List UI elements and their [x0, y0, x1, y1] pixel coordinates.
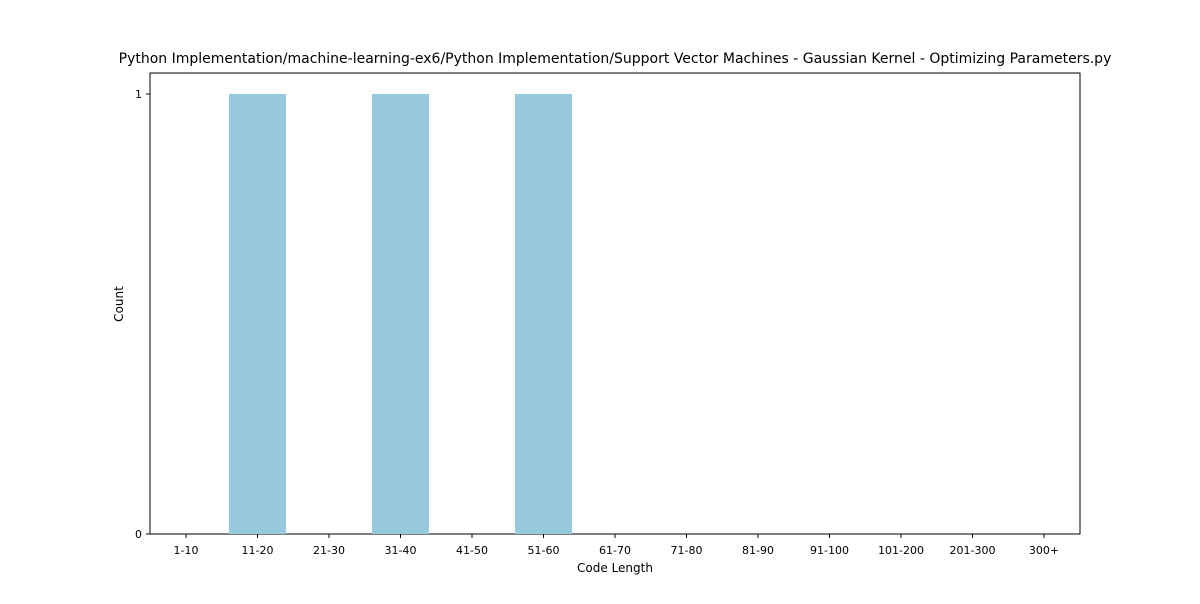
- x-axis-label: Code Length: [577, 561, 653, 575]
- x-tick-label: 300+: [1029, 544, 1059, 557]
- x-tick-label: 11-20: [242, 544, 274, 557]
- x-tick-label: 31-40: [385, 544, 417, 557]
- x-tick-label: 201-300: [950, 544, 996, 557]
- plot-frame: [149, 72, 1081, 535]
- y-axis-label: Count: [112, 286, 126, 322]
- y-ticks-layer: 01: [135, 88, 150, 541]
- x-ticks-layer: 1-10 11-20 21-30 31-40 41-50 51-60 61-70 71-80 8…: [174, 534, 1059, 557]
- y-tick-label: 1: [135, 88, 142, 101]
- x-tick-label: 51-60: [528, 544, 560, 557]
- bar-51-60: [515, 94, 572, 534]
- x-tick-label: 81-90: [742, 544, 774, 557]
- x-tick-label: 21-30: [313, 544, 345, 557]
- bar-11-20: [229, 94, 286, 534]
- bars-layer: [229, 94, 572, 534]
- y-tick-label: 0: [135, 528, 142, 541]
- x-tick-label: 61-70: [599, 544, 631, 557]
- x-tick-label: 91-100: [810, 544, 849, 557]
- x-tick-label: 1-10: [174, 544, 199, 557]
- x-tick-label: 101-200: [878, 544, 924, 557]
- x-tick-label: 71-80: [671, 544, 703, 557]
- x-tick-label: 41-50: [456, 544, 488, 557]
- bar-31-40: [372, 94, 429, 534]
- chart-title: Python Implementation/machine-learning-e…: [119, 51, 1112, 67]
